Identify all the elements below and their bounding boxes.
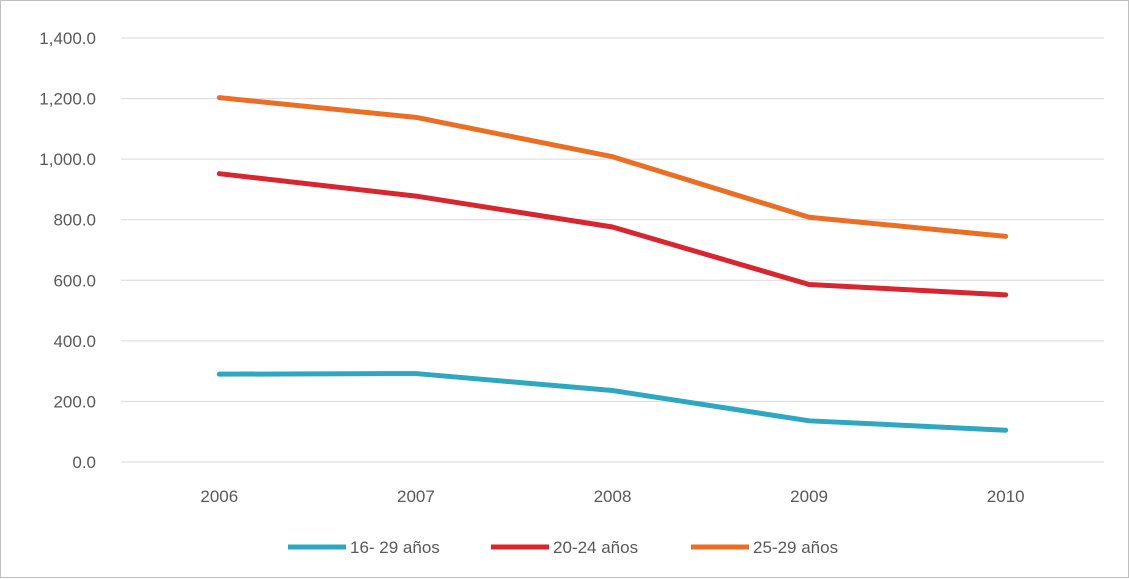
series-line-3 <box>219 98 1005 237</box>
y-axis-ticks: 0.0 200.0 400.0 600.0 800.0 1,000.0 1,200.0 1,4… <box>39 29 96 472</box>
series-line-2 <box>219 174 1005 295</box>
legend: 16- 29 años 20-24 años 25-29 años <box>288 538 838 557</box>
x-tick-label: 2008 <box>594 487 632 506</box>
y-tick-label: 1,400.0 <box>39 29 96 48</box>
y-tick-label: 0.0 <box>72 453 96 472</box>
y-tick-label: 800.0 <box>53 211 96 230</box>
y-tick-label: 600.0 <box>53 271 96 290</box>
x-tick-label: 2010 <box>987 487 1025 506</box>
y-tick-label: 200.0 <box>53 392 96 411</box>
x-tick-label: 2006 <box>200 487 238 506</box>
x-tick-label: 2007 <box>397 487 435 506</box>
y-tick-label: 1,200.0 <box>39 90 96 109</box>
y-tick-label: 1,000.0 <box>39 150 96 169</box>
series-lines <box>219 98 1005 431</box>
x-axis-ticks: 2006 2007 2008 2009 2010 <box>200 487 1024 506</box>
y-tick-label: 400.0 <box>53 332 96 351</box>
legend-label: 25-29 años <box>753 538 838 557</box>
legend-label: 20-24 años <box>553 538 638 557</box>
x-tick-label: 2009 <box>790 487 828 506</box>
legend-label: 16- 29 años <box>350 538 440 557</box>
